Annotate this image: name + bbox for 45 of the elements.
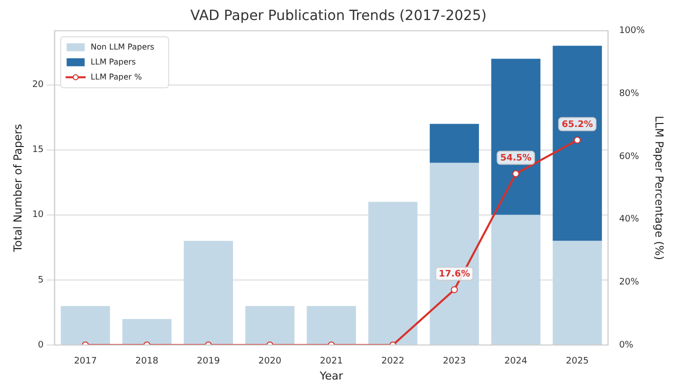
x-tick-label: 2019 — [196, 356, 220, 367]
y2-tick-label: 20% — [619, 278, 640, 288]
y2-tick-label: 100% — [619, 26, 646, 36]
bar — [552, 46, 602, 241]
x-tick-label: 2025 — [566, 356, 589, 367]
data-label: 65.2% — [562, 120, 593, 130]
y2-tick-label: 80% — [619, 88, 640, 99]
x-tick-label: 2021 — [320, 356, 343, 367]
x-axis-title: Year — [318, 369, 344, 382]
y-tick-label: 5 — [38, 275, 44, 286]
bar — [184, 240, 233, 344]
bar — [430, 124, 479, 163]
legend-label: LLM Paper % — [90, 72, 142, 82]
y2-tick-label: 0% — [619, 340, 634, 350]
point — [574, 136, 581, 144]
y-tick-label: 20 — [32, 80, 44, 90]
chart-title: VAD Paper Publication Trends (2017-2025) — [190, 8, 487, 24]
y-tick-label: 10 — [32, 210, 44, 220]
y-tick-label: 15 — [32, 145, 44, 156]
y-tick-label: 0 — [38, 340, 44, 350]
y-axis-title: Total Number of Papers — [11, 124, 24, 253]
bar — [306, 306, 356, 344]
bar — [122, 318, 172, 344]
legend-label: Non LLM Papers — [90, 42, 154, 52]
bar — [60, 306, 110, 344]
bar — [245, 306, 294, 344]
bar — [368, 202, 418, 344]
x-tick-label: 2020 — [258, 356, 282, 367]
x-tick-label: 2018 — [135, 356, 159, 367]
data-label: 54.5% — [500, 154, 532, 164]
x-tick-label: 2024 — [504, 356, 528, 367]
bar — [430, 162, 479, 344]
y2-tick-label: 60% — [619, 152, 640, 162]
bar — [491, 58, 540, 215]
y2-tick-label: 40% — [619, 214, 640, 225]
bar — [491, 214, 540, 344]
x-tick-label: 2023 — [442, 356, 466, 367]
bar — [552, 240, 602, 344]
data-label: 17.6% — [438, 270, 470, 280]
x-tick-label: 2017 — [74, 356, 97, 367]
point — [450, 286, 458, 294]
y2-axis-title: LLM Paper Percentage (%) — [652, 116, 666, 260]
x-tick-label: 2022 — [381, 356, 404, 367]
point — [512, 170, 520, 178]
legend-label: LLM Papers — [90, 57, 136, 66]
